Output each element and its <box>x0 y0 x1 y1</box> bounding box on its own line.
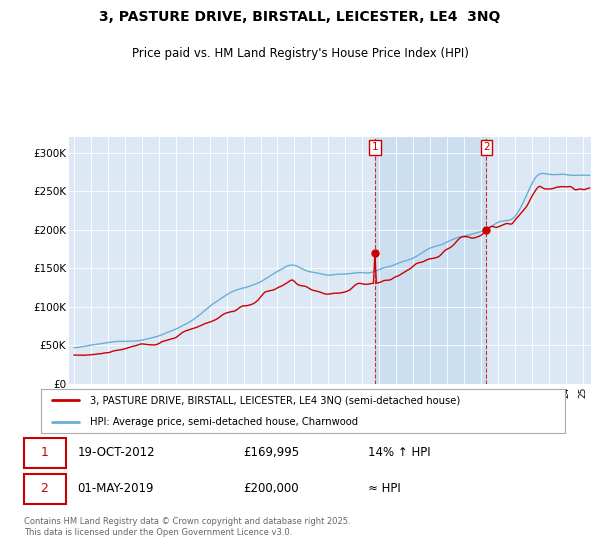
FancyBboxPatch shape <box>23 437 66 468</box>
FancyBboxPatch shape <box>41 389 565 433</box>
Text: 2: 2 <box>483 142 490 152</box>
FancyBboxPatch shape <box>23 474 66 504</box>
Text: 1: 1 <box>371 142 378 152</box>
Text: 1: 1 <box>41 446 49 459</box>
Text: HPI: Average price, semi-detached house, Charnwood: HPI: Average price, semi-detached house,… <box>90 417 358 427</box>
Text: 3, PASTURE DRIVE, BIRSTALL, LEICESTER, LE4  3NQ: 3, PASTURE DRIVE, BIRSTALL, LEICESTER, L… <box>100 10 500 24</box>
Text: 2: 2 <box>41 483 49 496</box>
Text: Price paid vs. HM Land Registry's House Price Index (HPI): Price paid vs. HM Land Registry's House … <box>131 47 469 60</box>
Text: 14% ↑ HPI: 14% ↑ HPI <box>368 446 430 459</box>
Text: ≈ HPI: ≈ HPI <box>368 483 400 496</box>
Text: 3, PASTURE DRIVE, BIRSTALL, LEICESTER, LE4 3NQ (semi-detached house): 3, PASTURE DRIVE, BIRSTALL, LEICESTER, L… <box>90 395 460 405</box>
Text: 19-OCT-2012: 19-OCT-2012 <box>77 446 155 459</box>
Text: £200,000: £200,000 <box>244 483 299 496</box>
Text: £169,995: £169,995 <box>244 446 300 459</box>
Text: 01-MAY-2019: 01-MAY-2019 <box>77 483 154 496</box>
Bar <box>375 137 487 384</box>
Text: Contains HM Land Registry data © Crown copyright and database right 2025.
This d: Contains HM Land Registry data © Crown c… <box>23 517 350 536</box>
